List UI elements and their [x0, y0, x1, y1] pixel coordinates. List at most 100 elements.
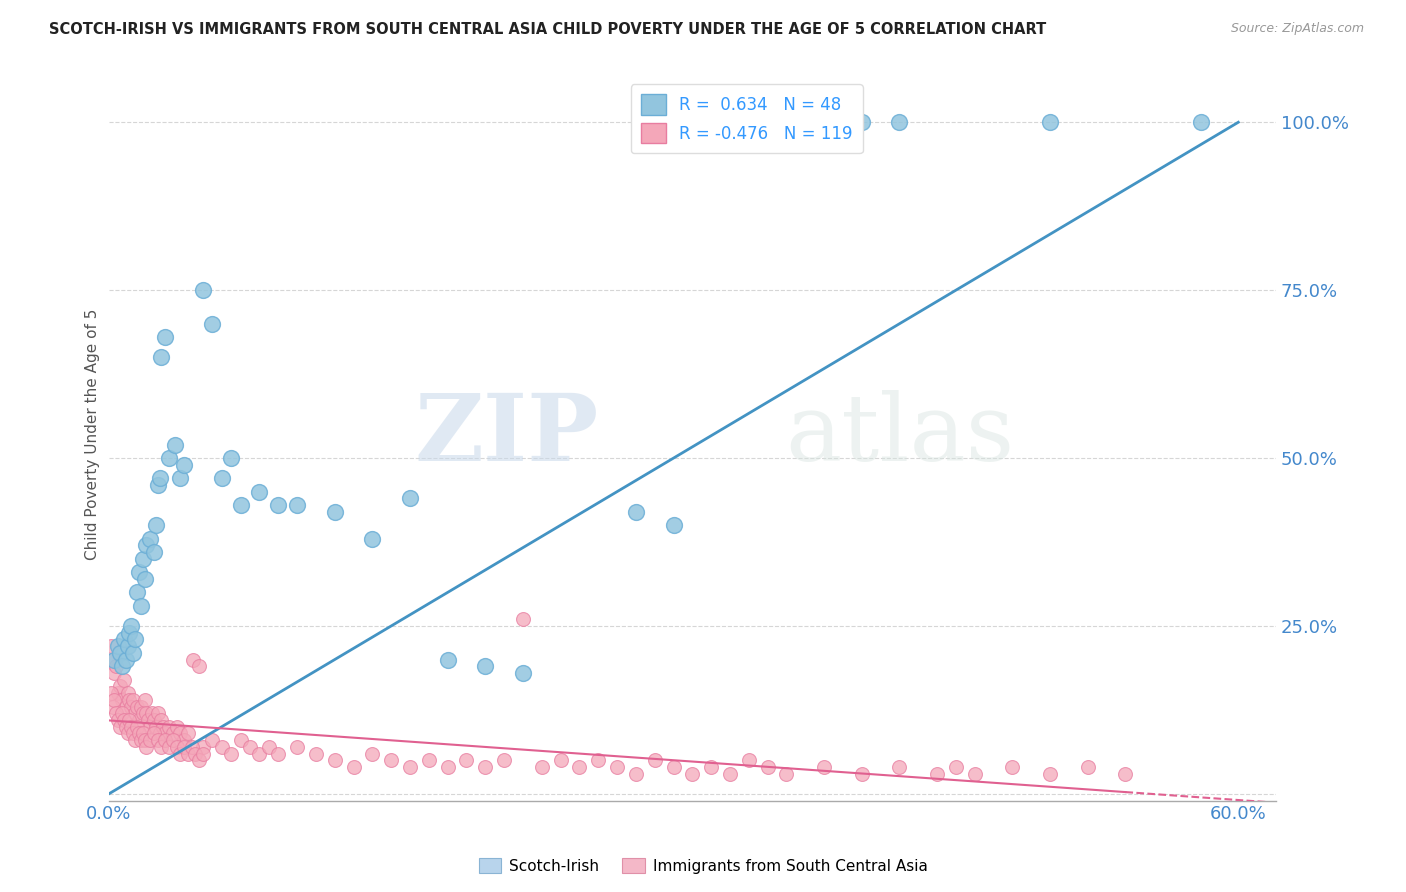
Point	[131, 706, 153, 721]
Point	[112, 673, 135, 687]
Point	[173, 458, 195, 472]
Point	[134, 733, 156, 747]
Point	[139, 733, 162, 747]
Point	[122, 726, 145, 740]
Point	[145, 720, 167, 734]
Point	[135, 538, 157, 552]
Text: Source: ZipAtlas.com: Source: ZipAtlas.com	[1230, 22, 1364, 36]
Point	[305, 747, 328, 761]
Point	[342, 760, 364, 774]
Point	[183, 652, 205, 666]
Point	[166, 720, 188, 734]
Point	[267, 747, 290, 761]
Point	[149, 471, 172, 485]
Point	[107, 639, 129, 653]
Point	[125, 585, 148, 599]
Point	[149, 726, 172, 740]
Point	[114, 720, 136, 734]
Point	[120, 699, 142, 714]
Point	[436, 652, 458, 666]
Point	[122, 693, 145, 707]
Point	[124, 733, 146, 747]
Point	[105, 659, 128, 673]
Point	[114, 652, 136, 666]
Point	[139, 720, 162, 734]
Point	[738, 753, 761, 767]
Point	[157, 451, 180, 466]
Point	[718, 766, 741, 780]
Point	[201, 317, 224, 331]
Point	[247, 747, 270, 761]
Point	[142, 713, 165, 727]
Point	[662, 518, 685, 533]
Point	[101, 652, 124, 666]
Point	[117, 726, 139, 740]
Point	[1001, 760, 1024, 774]
Point	[162, 726, 184, 740]
Point	[169, 726, 191, 740]
Point	[111, 706, 134, 721]
Point	[177, 747, 200, 761]
Point	[136, 713, 159, 727]
Point	[142, 726, 165, 740]
Point	[267, 498, 290, 512]
Point	[681, 766, 703, 780]
Point	[606, 760, 628, 774]
Point	[155, 726, 177, 740]
Point	[361, 747, 384, 761]
Point	[239, 739, 262, 754]
Point	[145, 518, 167, 533]
Point	[108, 680, 131, 694]
Point	[107, 713, 129, 727]
Point	[146, 478, 169, 492]
Point	[120, 619, 142, 633]
Point	[285, 739, 308, 754]
Point	[180, 739, 202, 754]
Point	[756, 760, 779, 774]
Point	[108, 646, 131, 660]
Point	[124, 706, 146, 721]
Point	[173, 733, 195, 747]
Legend: R =  0.634   N = 48, R = -0.476   N = 119: R = 0.634 N = 48, R = -0.476 N = 119	[631, 84, 862, 153]
Point	[474, 760, 496, 774]
Point	[101, 699, 124, 714]
Point	[418, 753, 440, 767]
Point	[134, 693, 156, 707]
Point	[114, 699, 136, 714]
Point	[117, 639, 139, 653]
Point	[211, 471, 233, 485]
Point	[157, 739, 180, 754]
Point	[111, 659, 134, 673]
Point	[120, 720, 142, 734]
Point	[512, 612, 534, 626]
Point	[436, 760, 458, 774]
Point	[152, 720, 174, 734]
Point	[399, 491, 422, 506]
Point	[323, 753, 346, 767]
Point	[644, 753, 666, 767]
Point	[530, 760, 553, 774]
Point	[100, 686, 122, 700]
Point	[118, 625, 141, 640]
Point	[129, 699, 152, 714]
Point	[112, 713, 135, 727]
Point	[146, 706, 169, 721]
Point	[105, 706, 128, 721]
Point	[103, 693, 125, 707]
Point	[851, 115, 873, 129]
Point	[162, 733, 184, 747]
Point	[177, 726, 200, 740]
Point	[219, 451, 242, 466]
Text: ZIP: ZIP	[415, 390, 599, 480]
Point	[550, 753, 572, 767]
Point	[188, 659, 211, 673]
Point	[889, 760, 911, 774]
Point	[112, 632, 135, 647]
Point	[141, 706, 163, 721]
Point	[191, 739, 214, 754]
Point	[191, 283, 214, 297]
Point	[512, 665, 534, 680]
Point	[361, 532, 384, 546]
Point	[134, 572, 156, 586]
Point	[188, 753, 211, 767]
